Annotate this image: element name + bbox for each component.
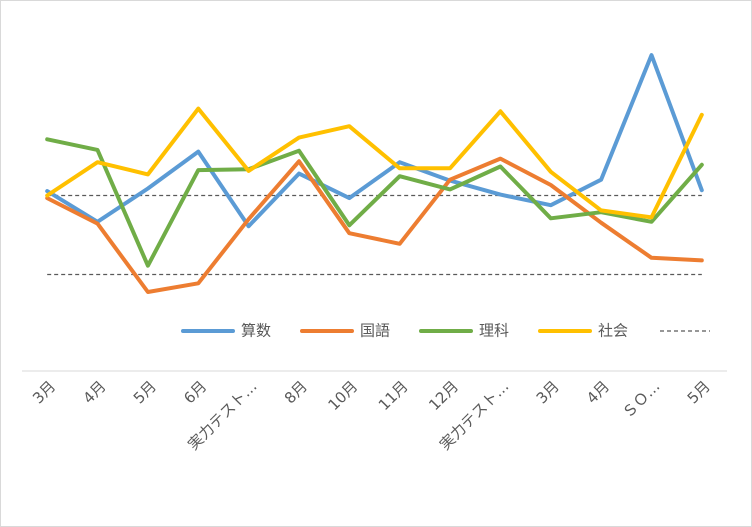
legend-label-1: 算数 xyxy=(241,322,271,340)
x-tick-label: 4月 xyxy=(583,377,613,407)
series-lines xyxy=(45,53,704,294)
x-tick-label: 8月 xyxy=(281,377,311,407)
legend: 算数 国語 理科 社会 xyxy=(181,322,710,340)
x-tick-label: 3月 xyxy=(29,377,59,407)
legend-label-2: 国語 xyxy=(360,322,390,340)
series-line-2 xyxy=(45,156,704,294)
x-tick-label: ＳＯ… xyxy=(619,377,664,422)
series-line-3 xyxy=(45,137,704,268)
x-tick-label: 11月 xyxy=(375,377,412,414)
legend-label-3: 理科 xyxy=(479,322,509,340)
x-tick-label: 4月 xyxy=(79,377,109,407)
legend-label-4: 社会 xyxy=(598,322,628,340)
x-tick-label: 5月 xyxy=(684,377,714,407)
x-tick-label: 5月 xyxy=(130,377,160,407)
x-tick-label: 6月 xyxy=(180,377,210,407)
x-tick-label: 12月 xyxy=(425,377,462,414)
x-tick-label: 3月 xyxy=(533,377,563,407)
series-line-4 xyxy=(45,106,704,220)
x-tick-label: 10月 xyxy=(324,377,361,414)
series-line-1 xyxy=(45,53,704,229)
